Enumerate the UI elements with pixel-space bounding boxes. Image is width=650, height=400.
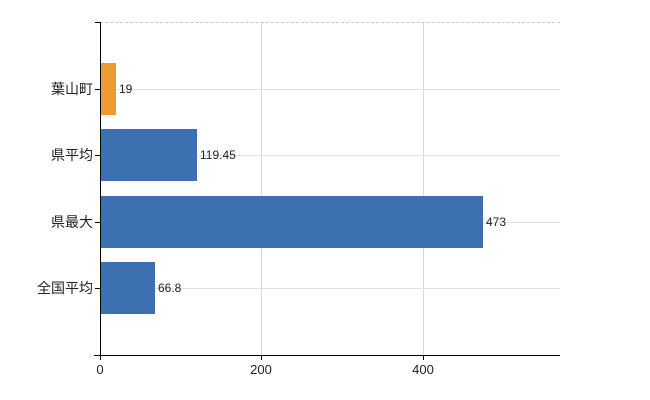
vertical-gridline	[261, 23, 262, 355]
category-gridline	[101, 155, 560, 156]
category-axis-tick	[95, 155, 100, 156]
x-axis-tick-label: 200	[250, 362, 272, 377]
y-axis-top-cap	[95, 22, 100, 23]
x-axis-tick-label: 0	[96, 362, 104, 377]
category-label: 県最大	[51, 214, 93, 230]
bar-2	[101, 129, 197, 181]
bar-value-label: 119.45	[200, 148, 236, 162]
category-axis-tick	[95, 89, 100, 90]
x-axis-tick-label: 400	[412, 362, 434, 377]
plot-top-border	[100, 22, 560, 23]
vertical-gridline	[423, 23, 424, 355]
category-axis-tick	[95, 222, 100, 223]
category-gridline	[101, 288, 560, 289]
bar-1	[101, 63, 116, 115]
category-label: 全国平均	[37, 280, 93, 296]
category-label: 葉山町	[51, 81, 93, 97]
category-axis-tick	[95, 288, 100, 289]
x-axis-tick	[261, 356, 262, 360]
bar-3	[101, 196, 483, 248]
category-gridline	[101, 89, 560, 90]
category-label: 県平均	[51, 147, 93, 163]
y-axis-line	[100, 22, 101, 356]
x-axis-line	[94, 355, 560, 356]
x-axis-tick	[423, 356, 424, 360]
x-axis-tick	[100, 356, 101, 360]
bar-value-label: 66.8	[158, 281, 182, 295]
bar-value-label: 19	[119, 82, 133, 96]
bar-value-label: 473	[486, 215, 507, 229]
bar-4	[101, 262, 155, 314]
